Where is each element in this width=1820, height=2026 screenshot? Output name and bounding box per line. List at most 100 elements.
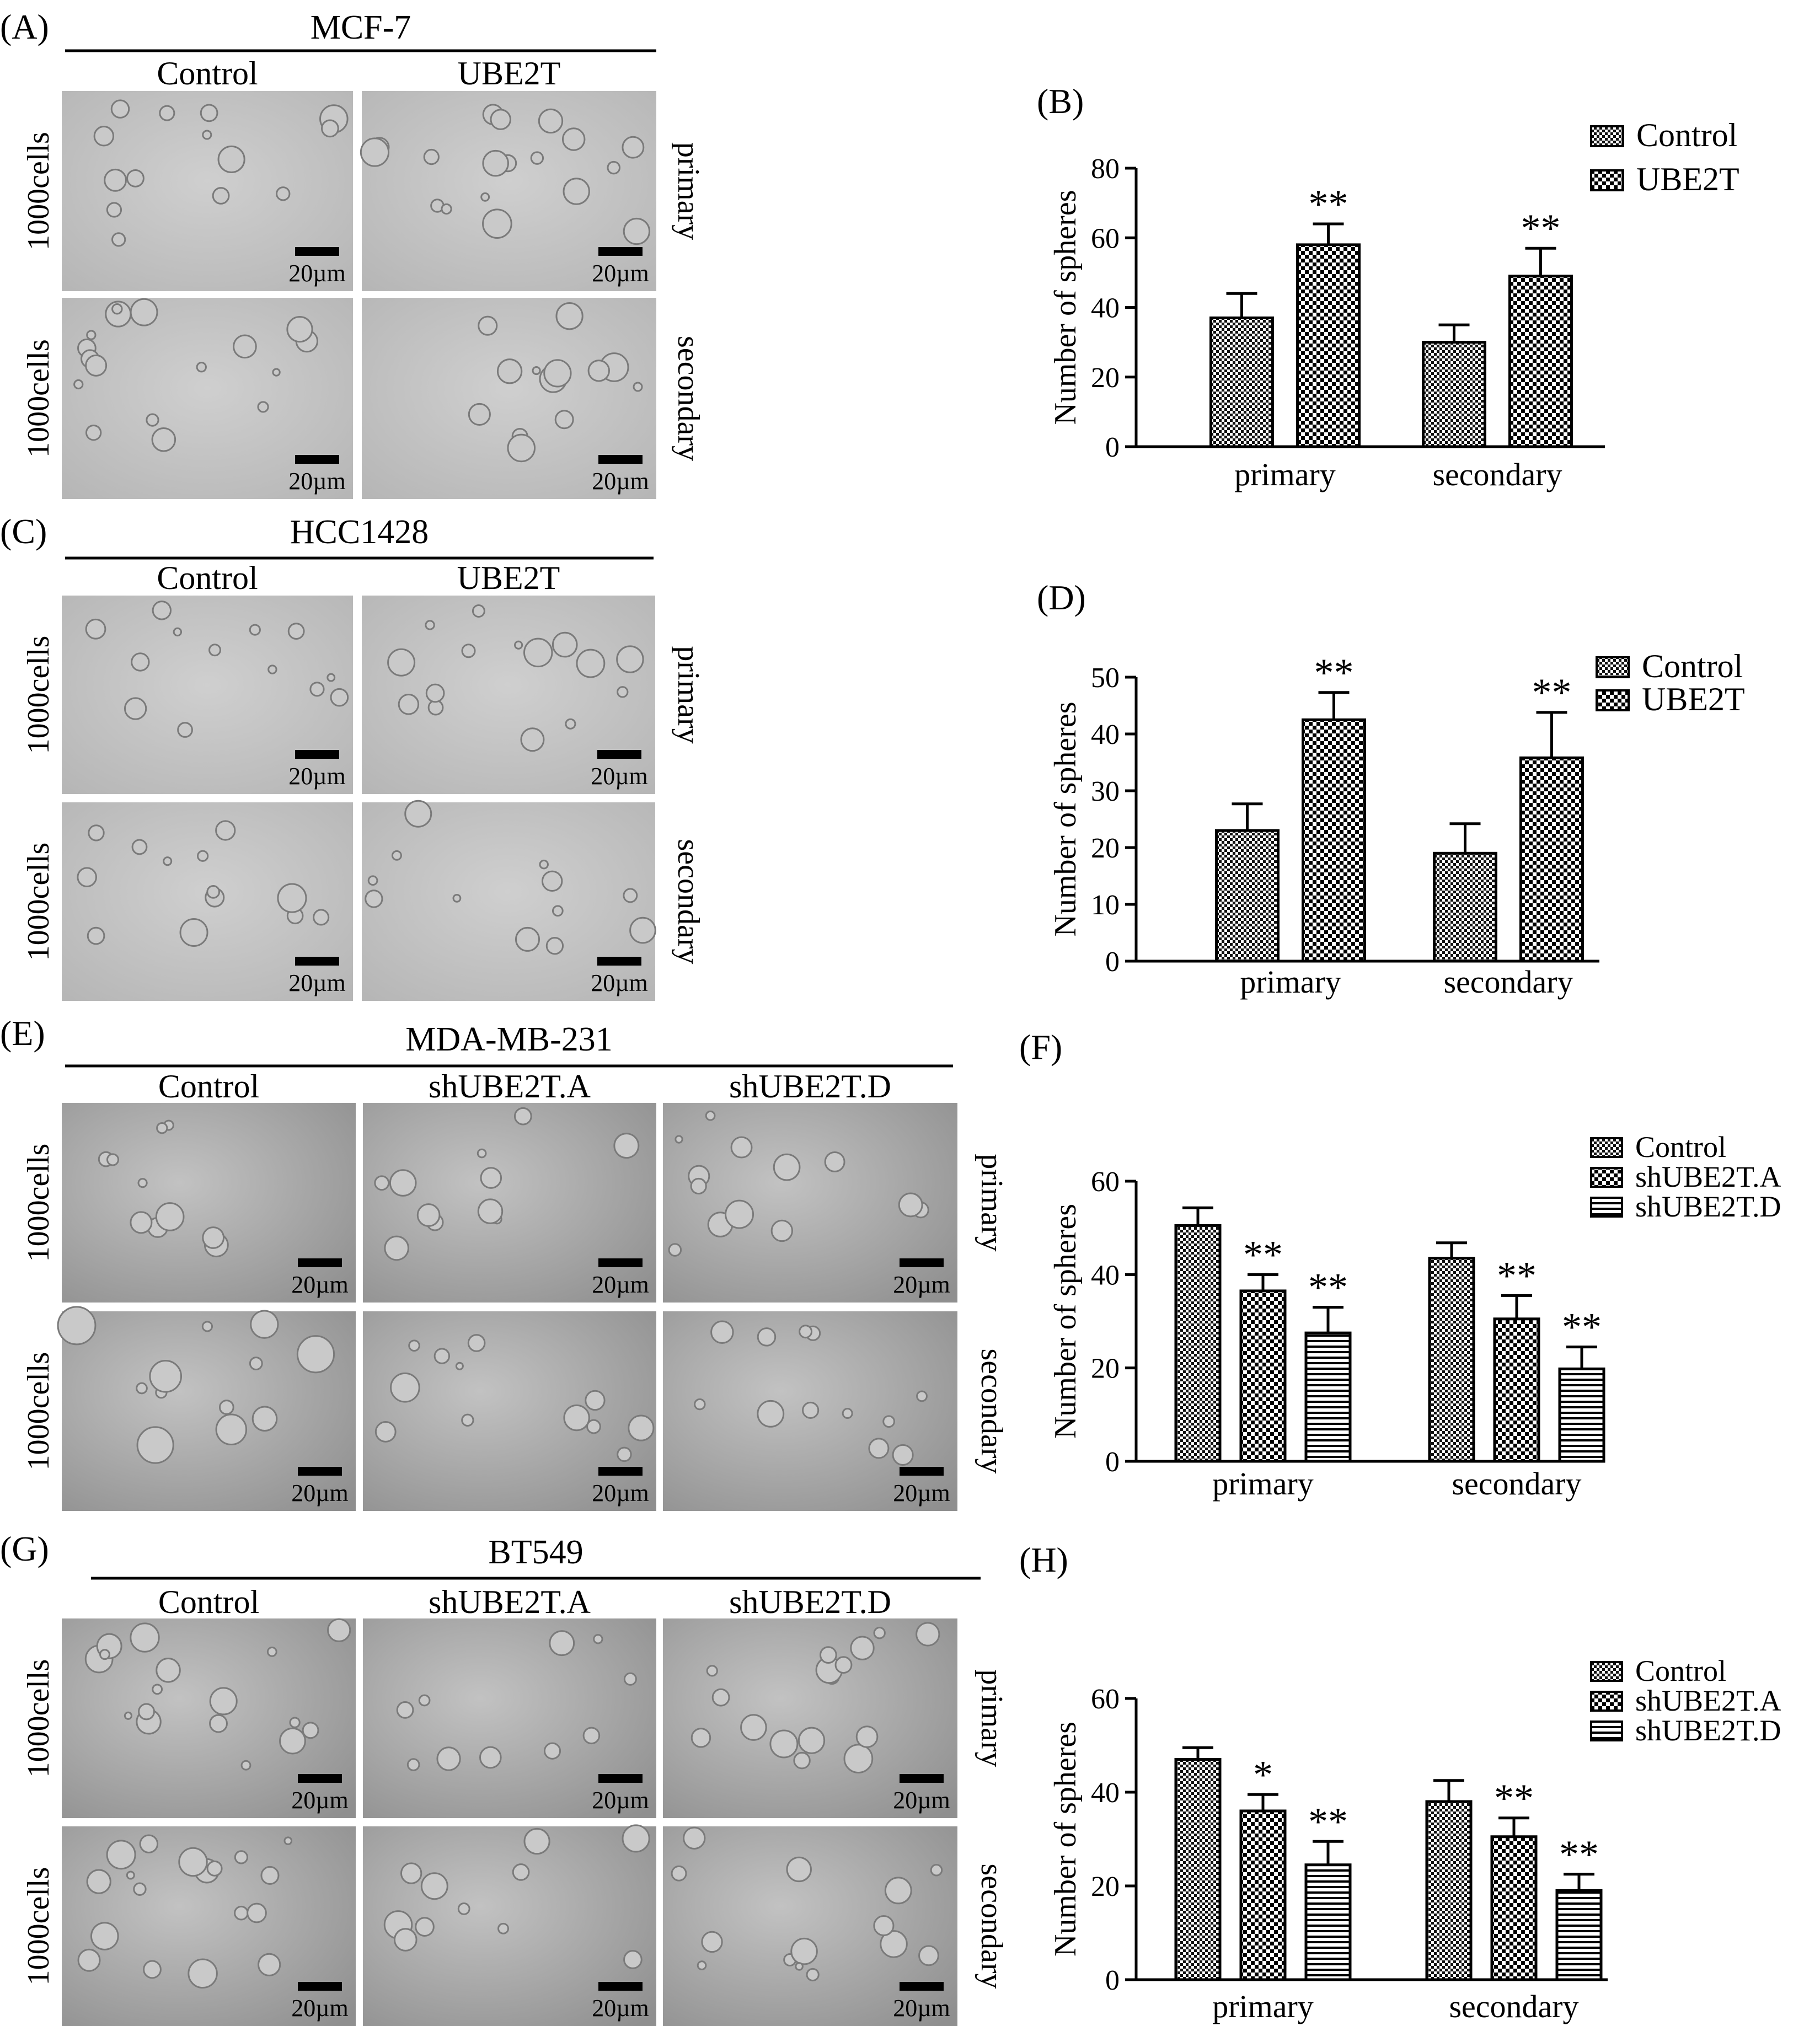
bar xyxy=(1519,756,1584,963)
sphere-blob xyxy=(916,1390,928,1402)
scale-label: 20µm xyxy=(288,260,346,287)
sphere-blob xyxy=(793,1751,811,1770)
sphere-blob xyxy=(425,683,445,703)
sphere-blob xyxy=(152,601,172,620)
scale-bar xyxy=(295,750,339,759)
sphere-blob xyxy=(675,1135,683,1144)
legend-label: shUBE2T.A xyxy=(1635,1684,1781,1717)
sphere-blob xyxy=(374,1175,390,1191)
legend-swatch xyxy=(1590,1137,1623,1158)
sphere-blob xyxy=(613,1133,640,1159)
sphere-blob xyxy=(149,1359,183,1393)
sphere-blob xyxy=(277,883,307,913)
sphere-blob xyxy=(173,627,183,637)
sphere-blob xyxy=(209,1687,238,1716)
category-label: secondary xyxy=(1449,1989,1578,2024)
sphere-blob xyxy=(795,1962,804,1971)
side-label: secondary xyxy=(975,1348,1009,1473)
sphere-blob xyxy=(249,1357,263,1370)
sphere-blob xyxy=(523,1827,550,1855)
sphere-blob xyxy=(130,1211,153,1234)
bar xyxy=(1239,1289,1287,1463)
sphere-blob xyxy=(240,1760,251,1771)
legend-label: Control xyxy=(1636,117,1737,153)
sphere-blob xyxy=(326,673,336,682)
sphere-blob xyxy=(773,1153,801,1181)
sphere-blob xyxy=(441,203,452,215)
sphere-blob xyxy=(396,1701,414,1719)
sphere-blob xyxy=(247,1902,267,1923)
sphere-blob xyxy=(873,1627,886,1639)
sphere-blob xyxy=(593,1634,603,1644)
sphere-blob xyxy=(408,1339,420,1352)
sphere-blob xyxy=(541,870,563,892)
sphere-blob xyxy=(156,1658,181,1683)
row-label: 1000cells xyxy=(22,636,56,754)
sphere-blob xyxy=(384,1235,409,1261)
y-tick-label: 80 xyxy=(1091,153,1120,185)
legend-swatch xyxy=(1590,125,1624,147)
sphere-blob xyxy=(234,1850,249,1864)
sphere-blob xyxy=(99,1649,110,1660)
sphere-blob xyxy=(212,187,230,205)
sphere-blob xyxy=(523,637,553,668)
bar xyxy=(1508,275,1573,448)
microscopy-image: 20µm xyxy=(62,91,353,291)
bar xyxy=(1493,1317,1540,1463)
sphere-blob xyxy=(480,192,490,202)
sphere-blob xyxy=(286,316,313,343)
sphere-blob xyxy=(423,148,440,165)
sphere-blob xyxy=(549,1630,575,1657)
scale-bar xyxy=(900,1467,944,1476)
sphere-blob xyxy=(367,875,378,886)
scale-label: 20µm xyxy=(291,1271,349,1298)
sphere-blob xyxy=(138,1703,156,1721)
panel-letter: (B) xyxy=(1037,82,1084,121)
sphere-blob xyxy=(468,403,491,426)
sphere-blob xyxy=(586,1419,601,1434)
legend-label: Control xyxy=(1642,648,1743,684)
side-label: primary xyxy=(975,1154,1009,1251)
microscopy-image: 20µm xyxy=(363,1618,656,1818)
sphere-blob xyxy=(110,99,130,119)
significance-mark: ** xyxy=(1559,1832,1599,1877)
legend-swatch xyxy=(1590,1691,1623,1712)
sphere-blob xyxy=(159,105,175,121)
scale-bar xyxy=(298,1467,342,1476)
sphere-blob xyxy=(93,126,115,147)
scale-bar xyxy=(298,1774,342,1783)
sphere-blob xyxy=(683,1826,706,1850)
sphere-blob xyxy=(179,918,208,947)
scale-label: 20µm xyxy=(893,1480,950,1507)
sphere-blob xyxy=(433,1348,451,1364)
scale-bar xyxy=(295,247,339,256)
microscopy-image: 20µm xyxy=(363,1103,656,1303)
cell-line-title: BT549 xyxy=(488,1534,583,1571)
sphere-blob xyxy=(587,360,610,382)
scale-bar xyxy=(598,1774,643,1783)
sphere-blob xyxy=(539,859,549,870)
sphere-blob xyxy=(327,1618,351,1642)
sphere-blob xyxy=(85,424,102,441)
bar xyxy=(1215,829,1280,963)
sphere-blob xyxy=(374,1421,397,1443)
condition-label: shUBE2T.A xyxy=(429,1584,591,1620)
sphere-blob xyxy=(824,1151,845,1172)
microscopy-image: 20µm xyxy=(362,596,655,794)
sphere-blob xyxy=(770,1219,793,1242)
significance-mark: ** xyxy=(1562,1305,1602,1349)
row-label: 1000cells xyxy=(22,1867,56,1986)
sphere-blob xyxy=(855,1725,879,1748)
sphere-blob xyxy=(258,1953,281,1976)
category-label: primary xyxy=(1212,1466,1314,1502)
y-axis-label: Number of spheres xyxy=(1048,1722,1083,1957)
condition-label: Control xyxy=(157,55,258,92)
sphere-blob xyxy=(111,232,126,247)
legend-label: shUBE2T.D xyxy=(1635,1190,1781,1223)
sphere-blob xyxy=(215,1413,248,1446)
bar xyxy=(1428,1257,1475,1463)
sphere-blob xyxy=(690,1728,711,1748)
category-label: secondary xyxy=(1452,1466,1581,1502)
sphere-blob xyxy=(197,850,209,862)
